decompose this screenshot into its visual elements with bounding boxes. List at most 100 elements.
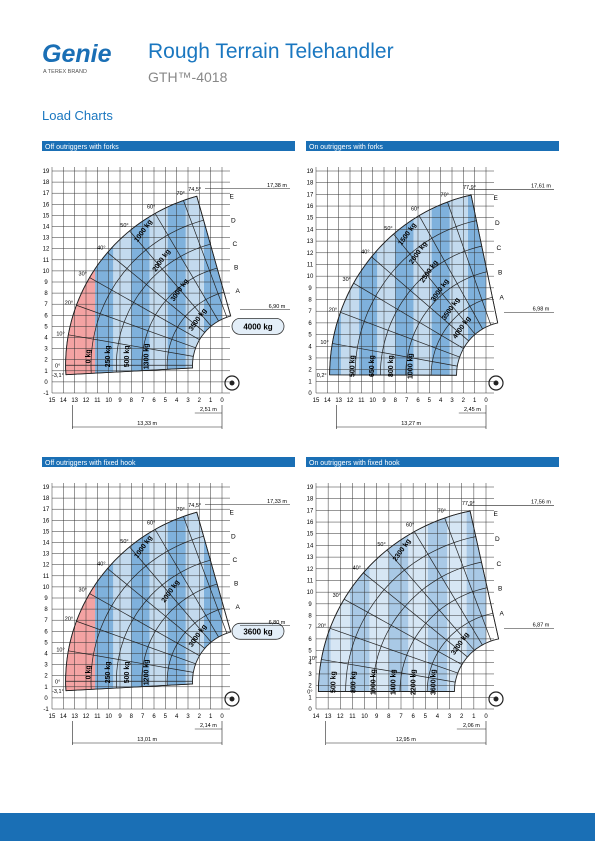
- angle-label: 60°: [406, 523, 414, 529]
- x-tick-label: 6: [152, 398, 156, 404]
- angle-label: -3,1°: [52, 689, 64, 695]
- dimension: 12,95 m: [396, 737, 416, 743]
- y-tick-label: 16: [307, 204, 314, 210]
- y-tick-label: 8: [308, 614, 312, 620]
- boom-letter: C: [497, 561, 502, 568]
- x-tick-label: 14: [60, 398, 67, 404]
- dimension: 6,90 m: [269, 304, 286, 310]
- y-tick-label: 10: [43, 585, 50, 591]
- x-tick-label: 3: [448, 714, 452, 720]
- load-label: 800 kg: [350, 671, 357, 693]
- y-tick-label: 10: [43, 269, 50, 275]
- boom-letter: D: [231, 217, 236, 224]
- y-tick-label: 4: [44, 336, 48, 342]
- y-tick-label: 9: [44, 280, 48, 286]
- x-tick-label: 12: [347, 398, 354, 404]
- y-tick-label: 19: [307, 169, 314, 175]
- angle-label: 20°: [65, 301, 73, 307]
- x-tick-label: 11: [94, 714, 101, 720]
- y-tick-label: 12: [307, 251, 314, 257]
- x-tick-label: 3: [186, 398, 190, 404]
- x-tick-label: 10: [105, 398, 112, 404]
- y-tick-label: 8: [44, 291, 48, 297]
- y-tick-label: 19: [307, 485, 314, 491]
- load-label: 1000 kg: [407, 353, 414, 379]
- x-tick-label: 8: [394, 398, 398, 404]
- x-tick-label: 10: [105, 714, 112, 720]
- dimension: 13,01 m: [137, 737, 157, 743]
- boom-letter: E: [494, 195, 499, 202]
- y-tick-label: 15: [307, 532, 314, 538]
- y-tick-label: 7: [308, 309, 312, 315]
- angle-label: 0°: [55, 363, 60, 369]
- x-tick-label: 9: [118, 714, 122, 720]
- y-tick-label: 9: [308, 286, 312, 292]
- angle-label: -3,1°: [52, 373, 64, 379]
- x-tick-label: 6: [152, 714, 156, 720]
- x-tick-label: 8: [130, 398, 134, 404]
- angle-label: 70°: [441, 192, 449, 198]
- y-tick-label: 5: [44, 640, 48, 646]
- y-tick-label: 1: [44, 369, 48, 375]
- load-label: 0 kg: [86, 665, 93, 679]
- angle-label: 0,2°: [317, 373, 327, 379]
- boom-letter: B: [498, 586, 502, 593]
- x-tick-label: 12: [83, 398, 90, 404]
- y-tick-label: 9: [308, 602, 312, 608]
- boom-letter: E: [494, 511, 499, 518]
- y-tick-label: -1: [43, 391, 49, 397]
- x-tick-label: 4: [439, 398, 443, 404]
- y-tick-label: 17: [43, 191, 50, 197]
- angle-label: 70°: [177, 191, 185, 197]
- x-tick-label: 15: [313, 398, 320, 404]
- angle-label: 20°: [329, 308, 337, 314]
- x-tick-label: 2: [198, 714, 202, 720]
- x-tick-label: 5: [424, 714, 428, 720]
- x-tick-label: 8: [130, 714, 134, 720]
- x-tick-label: 6: [411, 714, 415, 720]
- load-label: 500 kg: [124, 661, 131, 683]
- x-tick-label: 2: [460, 714, 464, 720]
- brand-sub: A TEREX BRAND: [43, 69, 87, 75]
- x-tick-label: 9: [382, 398, 386, 404]
- y-tick-label: 6: [44, 313, 48, 319]
- dimension: 2,45 m: [464, 407, 481, 413]
- y-tick-label: 14: [307, 543, 314, 549]
- x-tick-label: 12: [337, 714, 344, 720]
- boom-letter: C: [233, 241, 238, 248]
- dimension: 17,61 m: [531, 184, 551, 190]
- x-tick-label: 15: [49, 398, 56, 404]
- load-label: 1000 kg: [371, 669, 378, 695]
- boom-letter: D: [495, 536, 500, 543]
- angle-label: 10°: [309, 656, 317, 662]
- y-tick-label: 10: [307, 274, 314, 280]
- x-tick-label: 0: [220, 398, 224, 404]
- boom-letter: D: [495, 220, 500, 227]
- y-tick-label: 18: [307, 181, 314, 187]
- y-tick-label: 14: [43, 225, 50, 231]
- x-tick-label: 7: [141, 398, 145, 404]
- x-tick-label: 7: [405, 398, 409, 404]
- callout: 4000 kg: [243, 322, 272, 331]
- boom-letter: E: [230, 510, 235, 517]
- load-label: 1300 kg: [143, 344, 150, 370]
- angle-label: 50°: [377, 542, 385, 548]
- angle-label: 0°: [307, 689, 312, 695]
- brand-logo: Genie: [42, 40, 112, 68]
- angle-label: 30°: [79, 588, 87, 594]
- y-tick-label: 7: [44, 302, 48, 308]
- load-label: 800 kg: [388, 355, 395, 377]
- boom-letter: A: [500, 295, 505, 302]
- boom-letter: A: [236, 604, 241, 611]
- load-zone: [272, 475, 291, 732]
- angle-label: 0°: [55, 679, 60, 685]
- load-zone: [23, 160, 41, 404]
- y-tick-label: 1: [44, 685, 48, 691]
- load-label: 650 kg: [369, 355, 376, 377]
- doc-title: Rough Terrain Telehandler: [148, 40, 394, 63]
- angle-label: 20°: [318, 624, 326, 630]
- y-tick-label: 16: [43, 202, 50, 208]
- y-tick-label: 3: [308, 672, 312, 678]
- boom-letter: C: [497, 245, 502, 252]
- dimension: 13,33 m: [137, 421, 157, 427]
